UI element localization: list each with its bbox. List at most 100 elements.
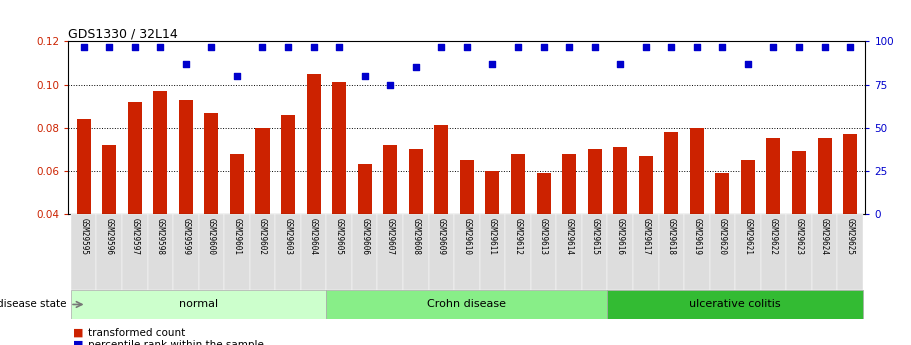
Bar — [761, 214, 786, 290]
Bar — [326, 290, 608, 319]
Bar — [435, 126, 448, 214]
Bar — [255, 128, 270, 214]
Bar — [307, 74, 321, 214]
Point — [77, 44, 91, 49]
Point — [434, 44, 448, 49]
Point — [459, 44, 474, 49]
Text: GSM29615: GSM29615 — [590, 218, 599, 255]
Bar — [409, 149, 423, 214]
Text: ■: ■ — [73, 328, 84, 338]
Bar — [506, 214, 531, 290]
Text: GSM29605: GSM29605 — [334, 218, 343, 255]
Text: GSM29597: GSM29597 — [130, 218, 139, 255]
Point — [715, 44, 730, 49]
Bar — [588, 149, 601, 214]
Point — [230, 73, 244, 79]
Text: GSM29606: GSM29606 — [360, 218, 369, 255]
Bar — [454, 214, 480, 290]
Bar — [480, 214, 506, 290]
Bar — [333, 82, 346, 214]
Point — [766, 44, 781, 49]
Bar — [71, 214, 97, 290]
Point — [511, 44, 526, 49]
Text: GSM29625: GSM29625 — [845, 218, 855, 255]
Bar — [102, 145, 117, 214]
Bar — [741, 160, 755, 214]
Point — [817, 44, 832, 49]
Text: GSM29598: GSM29598 — [156, 218, 165, 255]
Bar — [77, 119, 91, 214]
Point — [128, 44, 142, 49]
Text: GSM29614: GSM29614 — [565, 218, 574, 255]
Text: GSM29613: GSM29613 — [539, 218, 548, 255]
Bar — [633, 214, 659, 290]
Bar — [204, 112, 219, 214]
Bar — [710, 214, 735, 290]
Bar — [71, 290, 326, 319]
Text: GSM29601: GSM29601 — [232, 218, 241, 255]
Bar — [377, 214, 403, 290]
Bar — [843, 134, 857, 214]
Text: GSM29620: GSM29620 — [718, 218, 727, 255]
Bar — [148, 214, 173, 290]
Point — [486, 61, 500, 67]
Point — [357, 73, 372, 79]
Bar — [230, 154, 244, 214]
Bar — [812, 214, 837, 290]
Point — [383, 82, 397, 87]
Bar — [664, 132, 679, 214]
Bar — [792, 151, 806, 214]
Text: disease state: disease state — [0, 299, 67, 309]
Text: GSM29624: GSM29624 — [820, 218, 829, 255]
Text: GSM29618: GSM29618 — [667, 218, 676, 255]
Bar — [179, 100, 193, 214]
Bar — [766, 138, 781, 214]
Point — [843, 44, 857, 49]
Bar — [715, 173, 730, 214]
Bar — [531, 214, 557, 290]
Point — [153, 44, 168, 49]
Bar — [486, 171, 499, 214]
Bar — [352, 214, 377, 290]
Text: GSM29600: GSM29600 — [207, 218, 216, 255]
Bar — [275, 214, 301, 290]
Bar — [608, 214, 633, 290]
Point — [408, 65, 423, 70]
Bar — [837, 214, 863, 290]
Point — [741, 61, 755, 67]
Bar — [173, 214, 199, 290]
Text: GSM29609: GSM29609 — [437, 218, 445, 255]
Text: ulcerative colitis: ulcerative colitis — [690, 299, 781, 309]
Point — [588, 44, 602, 49]
Bar — [613, 147, 627, 214]
Point — [664, 44, 679, 49]
Text: GSM29603: GSM29603 — [283, 218, 292, 255]
Bar — [384, 145, 397, 214]
Text: Crohn disease: Crohn disease — [427, 299, 507, 309]
Text: GDS1330 / 32L14: GDS1330 / 32L14 — [68, 27, 178, 40]
Text: GSM29596: GSM29596 — [105, 218, 114, 255]
Point — [690, 44, 704, 49]
Point — [562, 44, 577, 49]
Text: GSM29604: GSM29604 — [309, 218, 318, 255]
Bar — [690, 128, 704, 214]
Bar — [153, 91, 168, 214]
Bar — [358, 164, 372, 214]
Bar — [786, 214, 812, 290]
Bar — [537, 173, 550, 214]
Point — [179, 61, 193, 67]
Text: GSM29623: GSM29623 — [794, 218, 804, 255]
Bar — [460, 160, 474, 214]
Text: GSM29622: GSM29622 — [769, 218, 778, 255]
Point — [639, 44, 653, 49]
Bar — [199, 214, 224, 290]
Bar — [224, 214, 250, 290]
Text: GSM29607: GSM29607 — [385, 218, 394, 255]
Text: GSM29595: GSM29595 — [79, 218, 88, 255]
Text: normal: normal — [179, 299, 219, 309]
Bar — [97, 214, 122, 290]
Bar — [608, 290, 863, 319]
Text: percentile rank within the sample: percentile rank within the sample — [88, 340, 264, 345]
Bar — [511, 154, 525, 214]
Bar — [250, 214, 275, 290]
